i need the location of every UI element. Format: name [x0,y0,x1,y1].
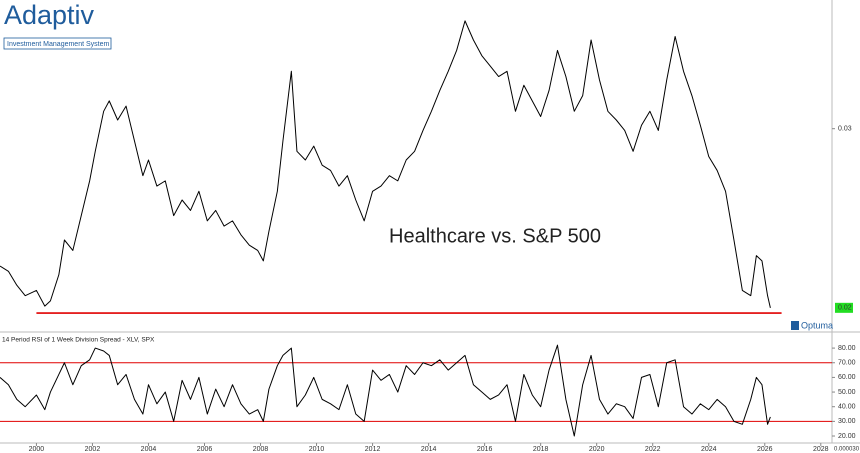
x-tick-label: 2002 [85,446,101,453]
x-tick-label: 2028 [813,446,829,453]
x-tick-label: 2006 [197,446,213,453]
annotation: Healthcare vs. S&P 500 [389,225,601,247]
x-tick-label: 2016 [477,446,493,453]
x-tick-label: 2004 [141,446,157,453]
x-tick-label: 2020 [589,446,605,453]
logo: Adaptiv [4,0,95,30]
y-tick-label: 80.00 [838,345,856,352]
tagline: Investment Management System [7,41,109,48]
last-value-label: 0.02 [838,305,852,312]
y-tick-label: 40.00 [838,404,856,411]
y-tick-label: 20.00 [838,433,856,440]
corner-label: 0.000030 [834,447,860,453]
y-tick-label: 30.00 [838,418,856,425]
data-line [0,20,771,308]
y-tick-label: 70.00 [838,360,856,367]
x-tick-label: 2000 [29,446,45,453]
x-tick-label: 2010 [309,446,325,453]
last-value-badge [835,302,853,313]
x-tick-label: 2012 [365,446,381,453]
vendor-icon [791,321,799,330]
x-tick-label: 2026 [757,446,773,453]
panel-title: 14 Period RSI of 1 Week Division Spread … [2,337,155,344]
tagline-box [3,37,112,50]
y-tick-label: 0.03 [838,126,852,133]
x-tick-label: 2014 [421,446,437,453]
x-tick-label: 2022 [645,446,661,453]
data-line [0,344,771,437]
y-tick-label: 60.00 [838,374,856,381]
vendor: Optuma [801,320,833,330]
y-tick-label: 50.00 [838,389,856,396]
x-tick-label: 2024 [701,446,717,453]
x-tick-label: 2008 [253,446,269,453]
x-tick-label: 2018 [533,446,549,453]
